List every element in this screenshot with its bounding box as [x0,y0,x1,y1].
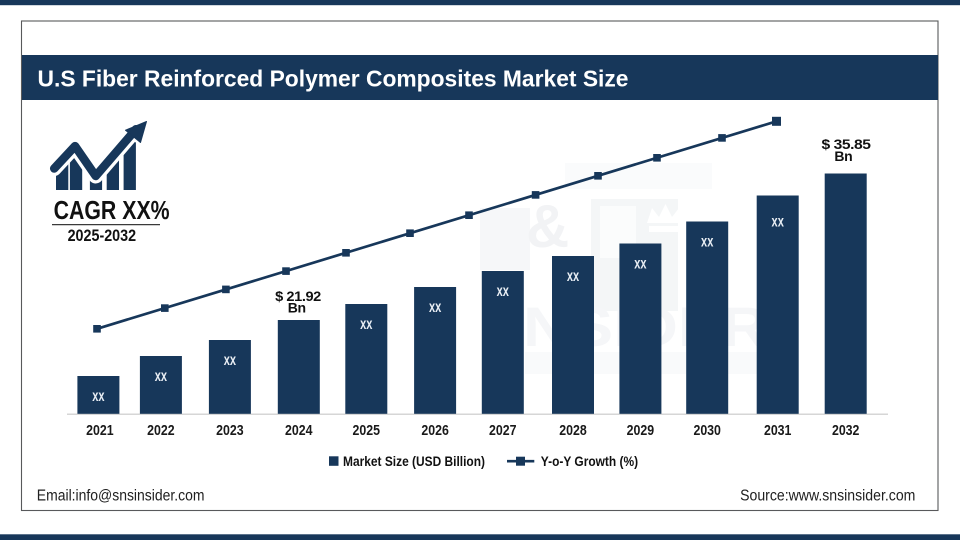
svg-text:Market Size (USD Billion): Market Size (USD Billion) [343,454,485,469]
svg-text:xx: xx [701,234,714,251]
svg-text:xx: xx [772,214,785,231]
svg-text:2032: 2032 [832,422,860,439]
svg-text:xx: xx [360,316,373,333]
svg-text:2031: 2031 [764,422,792,439]
svg-text:$ 21.92: $ 21.92 [275,288,321,304]
svg-text:xx: xx [497,283,510,300]
svg-text:xx: xx [567,268,580,285]
svg-text:xx: xx [155,368,168,385]
svg-text:2025-2032: 2025-2032 [68,227,137,245]
svg-text:xx: xx [429,299,442,316]
svg-text:2021: 2021 [86,422,114,439]
svg-text:2022: 2022 [147,422,175,439]
svg-text:Bn: Bn [288,299,306,315]
svg-text:Source:www.snsinsider.com: Source:www.snsinsider.com [740,487,915,504]
svg-text:2027: 2027 [489,422,517,439]
svg-text:&: & [526,193,569,260]
svg-text:$ 35.85: $ 35.85 [822,136,872,152]
svg-text:Email:info@snsinsider.com: Email:info@snsinsider.com [37,487,205,504]
svg-text:2026: 2026 [421,422,449,439]
svg-text:2025: 2025 [353,422,381,439]
svg-text:2028: 2028 [559,422,587,439]
svg-text:2023: 2023 [216,422,244,439]
svg-text:Y-o-Y Growth (%): Y-o-Y Growth (%) [541,454,638,469]
svg-text:U.S Fiber Reinforced Polymer C: U.S Fiber Reinforced Polymer Composites … [38,66,629,92]
svg-text:2030: 2030 [693,422,721,439]
svg-text:CAGR XX%: CAGR XX% [54,197,170,225]
svg-text:xx: xx [224,352,237,369]
svg-text:2024: 2024 [285,422,313,439]
svg-text:2029: 2029 [627,422,655,439]
svg-text:xx: xx [92,388,105,405]
svg-text:xx: xx [634,256,647,273]
svg-text:Bn: Bn [834,148,852,164]
